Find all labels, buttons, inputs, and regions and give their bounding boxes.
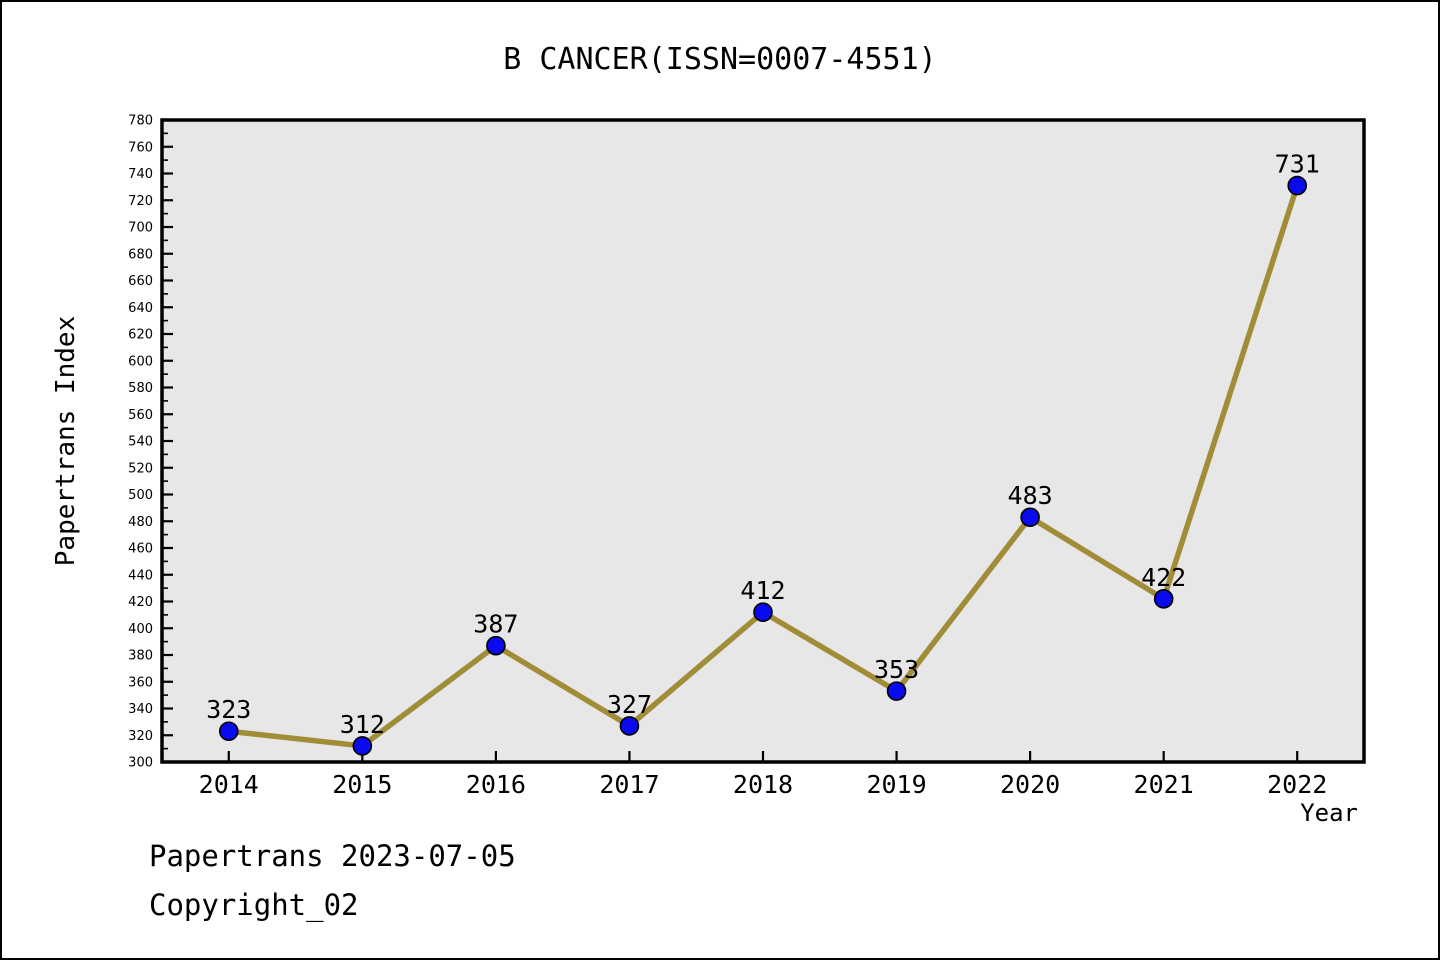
data-point (1153, 589, 1174, 609)
y-tick-label: 780 (128, 114, 153, 129)
y-tick-label: 320 (128, 729, 153, 744)
y-tick-label: 620 (128, 328, 153, 343)
y-tick-label: 300 (128, 756, 153, 771)
y-tick-label: 760 (128, 140, 153, 155)
footer-source-date: Papertrans 2023-07-05 (149, 839, 516, 873)
data-point (886, 681, 907, 701)
x-axis-title: Year (1300, 799, 1358, 827)
point-label: 422 (1141, 563, 1186, 592)
x-tick-label: 2014 (199, 770, 259, 799)
y-tick-label: 480 (128, 515, 153, 530)
y-tick-label: 660 (128, 274, 153, 289)
point-label: 483 (1008, 481, 1053, 510)
x-tick-label: 2015 (332, 770, 392, 799)
data-point (1287, 175, 1308, 196)
point-label: 387 (473, 610, 518, 639)
x-tick-label: 2021 (1134, 770, 1194, 799)
y-tick-label: 580 (128, 381, 153, 396)
x-tick-label: 2019 (866, 770, 926, 799)
y-tick-label: 640 (128, 301, 153, 316)
x-tick-label: 2016 (466, 770, 526, 799)
point-label: 353 (874, 655, 919, 684)
point-label: 412 (740, 576, 785, 605)
y-tick-label: 700 (128, 221, 153, 236)
y-tick-label: 540 (128, 435, 153, 450)
y-tick-label: 400 (128, 622, 153, 637)
x-tick-label: 2020 (1000, 770, 1060, 799)
y-tick-label: 340 (128, 702, 153, 717)
y-tick-label: 600 (128, 354, 153, 369)
data-point (753, 602, 773, 623)
data-point (619, 716, 640, 736)
y-tick-label: 520 (128, 461, 153, 476)
point-label: 312 (340, 710, 385, 739)
data-point (218, 721, 239, 742)
y-tick-label: 680 (128, 247, 153, 262)
data-point (1020, 507, 1040, 528)
y-tick-label: 720 (128, 194, 153, 209)
point-label: 327 (607, 690, 652, 719)
y-tick-label: 420 (128, 595, 153, 610)
data-point (352, 736, 373, 756)
y-tick-label: 560 (128, 408, 153, 423)
y-tick-label: 740 (128, 167, 153, 182)
point-label: 323 (206, 695, 251, 724)
axes-frame (160, 118, 1366, 764)
y-tick-label: 380 (128, 649, 153, 664)
y-tick-label: 500 (128, 488, 153, 503)
x-tick-label: 2022 (1267, 770, 1327, 799)
plot-area (162, 120, 1364, 762)
footer-copyright: Copyright_02 (149, 888, 359, 922)
chart-title: B CANCER(ISSN=0007-4551) (503, 42, 937, 77)
data-point (486, 635, 506, 656)
y-tick-label: 360 (128, 675, 153, 690)
y-tick-label: 460 (128, 542, 153, 557)
y-tick-label: 440 (128, 568, 153, 583)
point-label: 731 (1275, 150, 1320, 179)
x-tick-label: 2017 (599, 770, 659, 799)
x-tick-label: 2018 (733, 770, 793, 799)
